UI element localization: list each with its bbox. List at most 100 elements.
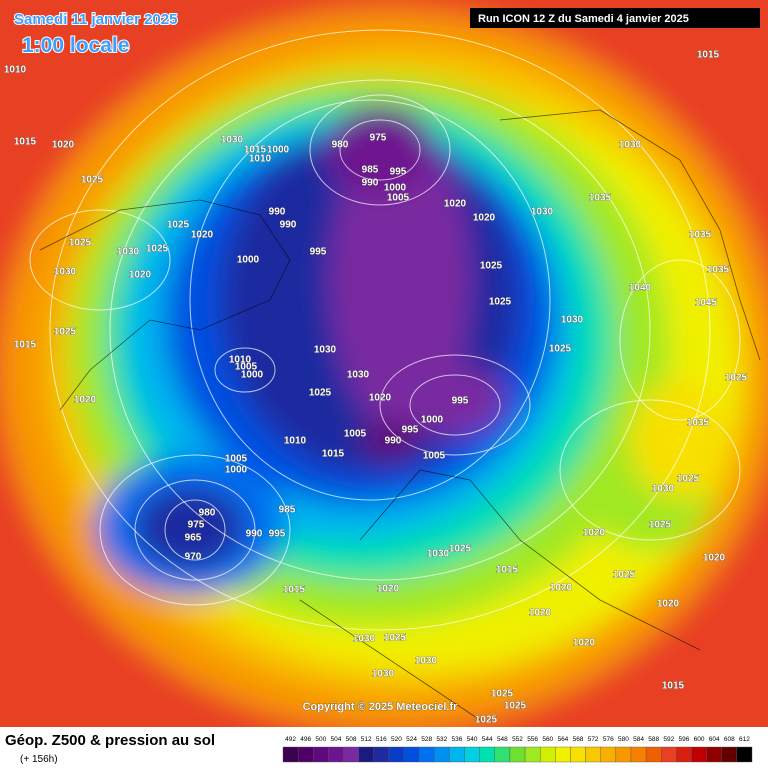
pressure-label: 995	[452, 396, 469, 407]
legend-label: 556	[527, 736, 538, 743]
legend-swatch	[570, 746, 586, 763]
pressure-label: 1025	[81, 175, 104, 186]
forecast-time: 1:00 locale	[22, 34, 129, 57]
field-band	[135, 486, 245, 570]
legend-label: 540	[467, 736, 478, 743]
legend-label: 516	[376, 736, 387, 743]
pressure-label: 1000	[237, 255, 260, 266]
pressure-label: 1020	[129, 270, 152, 281]
coastlines	[39, 109, 761, 721]
pressure-label: 1005	[225, 454, 248, 465]
pressure-label: 970	[185, 552, 202, 563]
pressure-label: 1000	[421, 415, 444, 426]
pressure-label: 1035	[707, 265, 730, 276]
pressure-label: 1020	[573, 638, 596, 649]
pressure-label: 990	[362, 178, 379, 189]
pressure-label: 1030	[372, 669, 395, 680]
pressure-label: 1025	[475, 715, 498, 726]
pressure-label: 1030	[652, 484, 675, 495]
pressure-label: 995	[310, 247, 327, 258]
pressure-label: 995	[269, 529, 286, 540]
color-legend: 492 496 500 504 508 512 516 520 524 528 532 536 540 5…	[282, 736, 753, 763]
legend-swatch	[555, 746, 571, 763]
pressure-label: 1025	[309, 388, 332, 399]
pressure-label: 1020	[191, 230, 214, 241]
pressure-label: 980	[199, 508, 216, 519]
legend-swatch	[464, 746, 480, 763]
pressure-label: 1015	[662, 681, 685, 692]
pressure-label: 1010	[229, 355, 252, 366]
legend-swatch	[343, 746, 359, 763]
pressure-label: 1030	[221, 135, 244, 146]
pressure-label: 1015	[244, 145, 267, 156]
pressure-label: 1015	[14, 340, 37, 351]
pressure-label: 1010	[284, 436, 307, 447]
pressure-label: 1015	[14, 137, 37, 148]
pressure-label: 1025	[146, 244, 169, 255]
legend-swatch	[297, 746, 314, 763]
legend-swatch	[403, 746, 420, 763]
legend-label: 592	[663, 736, 674, 743]
pressure-label: 1025	[54, 327, 77, 338]
legend-label: 524	[406, 736, 417, 743]
legend-label: 492	[285, 736, 296, 743]
legend-swatch	[313, 746, 329, 763]
pressure-label: 1000	[225, 465, 248, 476]
legend-label: 560	[542, 736, 553, 743]
legend-label: 604	[709, 736, 720, 743]
pressure-label: 1000	[267, 145, 290, 156]
pressure-label: 985	[279, 505, 296, 516]
legend-swatch	[388, 746, 405, 763]
legend-swatch	[328, 746, 344, 763]
field-band	[325, 105, 435, 195]
pressure-label: 995	[390, 167, 407, 178]
isobars	[29, 29, 741, 631]
legend-label: 544	[482, 736, 493, 743]
pressure-label: 975	[188, 520, 205, 531]
field-band	[395, 365, 505, 435]
pressure-label: 1020	[583, 528, 606, 539]
legend-label: 572	[588, 736, 599, 743]
legend-swatch	[661, 746, 677, 763]
pressure-label: 1035	[687, 418, 710, 429]
legend-label: 512	[361, 736, 372, 743]
pressure-label: 990	[246, 529, 263, 540]
legend-swatch	[434, 746, 450, 763]
legend-label: 580	[618, 736, 629, 743]
pressure-label: 995	[402, 425, 419, 436]
legend-swatch	[676, 746, 692, 763]
legend-swatch	[736, 746, 753, 763]
pressure-label: 1025	[613, 570, 636, 581]
forecast-date: Samedi 11 janvier 2025	[14, 11, 177, 28]
legend-swatch	[645, 746, 662, 763]
pressure-label: 1030	[54, 267, 77, 278]
legend-swatch	[449, 746, 465, 763]
pressure-label: 1005	[235, 362, 258, 373]
pressure-label: 1005	[387, 193, 410, 204]
pressure-label: 1005	[423, 451, 446, 462]
legend-swatch	[524, 746, 541, 763]
pressure-label: 1020	[369, 393, 392, 404]
field-band	[630, 380, 730, 500]
legend-swatch	[721, 746, 738, 763]
pressure-label: 1020	[550, 583, 573, 594]
legend-swatch	[418, 746, 435, 763]
legend-label: 584	[633, 736, 644, 743]
pressure-label: 1015	[322, 449, 345, 460]
legend-label: 536	[452, 736, 463, 743]
pressure-label: 1030	[415, 656, 438, 667]
pressure-label: 1030	[347, 370, 370, 381]
legend-label: 596	[678, 736, 689, 743]
pressure-label: 1010	[4, 65, 27, 76]
pressure-label: 1025	[480, 261, 503, 272]
pressure-label: 1010	[249, 154, 272, 165]
legend-label: 520	[391, 736, 402, 743]
pressure-label: 1030	[561, 315, 584, 326]
field-band	[330, 130, 470, 430]
pressure-label: 1035	[689, 230, 712, 241]
pressure-label: 1025	[489, 297, 512, 308]
legend-swatch	[479, 746, 496, 763]
